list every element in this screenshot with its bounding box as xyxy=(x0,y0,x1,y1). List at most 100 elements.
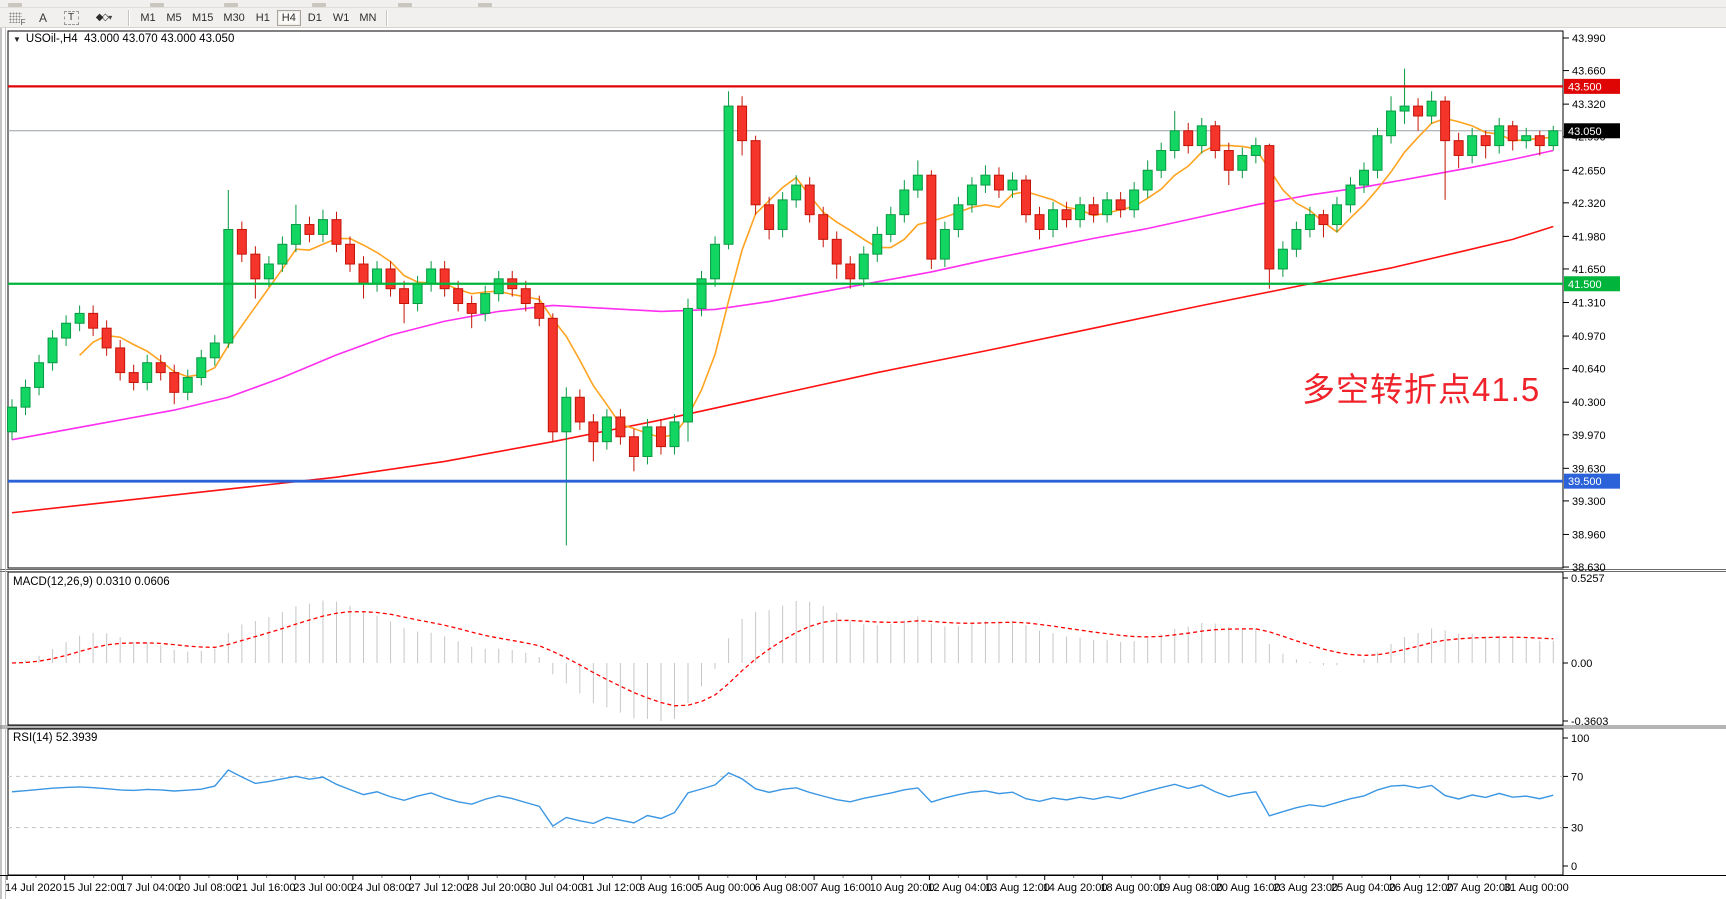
price-tick-label: 39.300 xyxy=(1572,496,1606,508)
toolbar-separator xyxy=(386,9,389,26)
candle-body xyxy=(101,327,112,349)
candle-body xyxy=(1156,150,1167,171)
timeframe-m5-button[interactable]: M5 xyxy=(162,10,186,26)
candle-body xyxy=(250,253,261,280)
candle-body xyxy=(466,303,477,314)
candle-body xyxy=(453,288,464,305)
candle-body xyxy=(426,268,437,285)
candle-body xyxy=(601,416,612,443)
price-tick-label: 42.650 xyxy=(1572,165,1606,177)
time-tick-label: 25 Aug 04:00 xyxy=(1331,882,1396,894)
candle-body xyxy=(1048,209,1059,230)
timeframe-h4-button[interactable]: H4 xyxy=(276,9,301,26)
candle-body xyxy=(1250,145,1261,156)
level-price-badge-label: 41.500 xyxy=(1568,279,1602,291)
time-tick-label: 20 Aug 16:00 xyxy=(1216,882,1281,894)
candle-body xyxy=(7,406,17,433)
price-tick-label: 41.980 xyxy=(1572,231,1606,243)
candle-body xyxy=(399,288,410,305)
candle-body xyxy=(939,228,950,260)
candle-body xyxy=(737,105,748,142)
time-tick-label: 17 Jul 04:00 xyxy=(120,882,180,894)
time-tick-label: 14 Aug 20:00 xyxy=(1043,882,1108,894)
candle-body xyxy=(1061,209,1072,221)
toolbar-fragment xyxy=(224,3,238,7)
candle-body xyxy=(912,174,923,191)
macd-tick-label: 0.5257 xyxy=(1571,573,1605,585)
candle-body xyxy=(953,204,964,230)
time-tick-label: 27 Jul 12:00 xyxy=(409,882,469,894)
level-price-badge xyxy=(1564,473,1620,489)
candle-body xyxy=(547,317,558,433)
candle-body xyxy=(1494,125,1505,147)
candle-body xyxy=(155,362,166,374)
candle-body xyxy=(872,233,883,255)
candle-body xyxy=(1291,228,1302,250)
candle-body xyxy=(88,312,99,329)
chevron-down-icon[interactable]: ▾ xyxy=(108,13,113,22)
font-tool-icon[interactable]: A xyxy=(30,8,56,27)
symbol-ohlc-label[interactable]: ▼ USOil-,H4 43.000 43.070 43.000 43.050 xyxy=(13,33,234,45)
price-tick-label: 38.630 xyxy=(1572,562,1606,574)
candle-body xyxy=(1331,204,1342,226)
time-tick-label: 14 Jul 2020 xyxy=(5,882,62,894)
toolbar-separator xyxy=(128,9,130,26)
candle-body xyxy=(1453,140,1464,156)
text-glyph: T xyxy=(63,10,79,25)
candle-body xyxy=(1386,110,1397,137)
font-glyph: A xyxy=(38,10,47,25)
main-toolbar: F A T ◆◇ ▾ M1 M5 M15 M30 H1 H4 D1 W1 MN xyxy=(0,8,1726,28)
time-tick-label: 31 Jul 12:00 xyxy=(582,882,642,894)
timeframe-w1-button[interactable]: W1 xyxy=(329,10,354,26)
collapse-triangle-icon[interactable]: ▼ xyxy=(13,34,21,44)
candle-body xyxy=(1507,125,1518,142)
timeframe-d1-button[interactable]: D1 xyxy=(303,10,327,26)
current-price-badge-label: 43.050 xyxy=(1568,126,1602,138)
text-label-tool-icon[interactable]: T xyxy=(58,8,84,27)
time-tick-label: 31 Aug 00:00 xyxy=(1504,882,1569,894)
candle-body xyxy=(385,268,396,290)
price-tick-label: 40.300 xyxy=(1572,397,1606,409)
candle-body xyxy=(290,224,301,245)
timeframe-m30-button[interactable]: M30 xyxy=(219,10,248,26)
rsi-panel-frame xyxy=(7,728,1564,876)
chart-annotation-text[interactable]: 多空转折点41.5 xyxy=(1302,371,1541,408)
time-tick-label: 15 Jul 22:00 xyxy=(63,882,123,894)
candle-body xyxy=(142,362,153,383)
candle-body xyxy=(764,204,775,230)
candle-body xyxy=(1075,204,1086,221)
draw-objects-icon[interactable]: ◆◇ ▾ xyxy=(86,8,122,27)
candle-body xyxy=(182,377,193,393)
price-tick-label: 39.970 xyxy=(1572,430,1606,442)
price-panel-frame xyxy=(7,30,1564,569)
candle-body xyxy=(1413,105,1424,117)
time-tick-label: 24 Jul 08:00 xyxy=(351,882,411,894)
timeframe-m1-button[interactable]: M1 xyxy=(136,10,160,26)
objects-glyph: ◆◇ xyxy=(95,12,109,23)
candle-body xyxy=(128,372,139,383)
macd-tick-label: -0.3603 xyxy=(1571,716,1608,728)
price-tick-label: 41.310 xyxy=(1572,298,1606,310)
candle-body xyxy=(520,288,531,305)
candle-body xyxy=(1426,100,1437,117)
candle-body xyxy=(1210,125,1221,152)
rsi-tick-label: 100 xyxy=(1571,733,1589,745)
macd-indicator-label: MACD(12,26,9) 0.0310 0.0606 xyxy=(13,576,170,588)
symbol-ohlc-text: USOil-,H4 43.000 43.070 43.000 43.050 xyxy=(25,33,235,45)
rsi-tick-label: 70 xyxy=(1571,771,1583,783)
candle-body xyxy=(263,263,274,280)
candle-body xyxy=(683,307,693,423)
price-tick-label: 40.640 xyxy=(1572,364,1606,376)
candle-body xyxy=(1372,135,1383,171)
timeframe-h1-button[interactable]: H1 xyxy=(251,10,275,26)
chart-surface[interactable]: 43.99043.66043.32042.99042.65042.32041.9… xyxy=(0,28,1726,899)
candle-body xyxy=(1169,130,1180,152)
indicator-grid-icon[interactable]: F xyxy=(2,8,28,27)
candle-body xyxy=(1359,169,1369,186)
timeframe-mn-button[interactable]: MN xyxy=(355,10,380,26)
timeframe-m15-button[interactable]: M15 xyxy=(188,10,217,26)
candle-body xyxy=(574,396,585,423)
candle-body xyxy=(1142,169,1153,191)
rsi-indicator-label: RSI(14) 52.3939 xyxy=(13,732,98,744)
time-tick-label: 20 Jul 08:00 xyxy=(178,882,238,894)
